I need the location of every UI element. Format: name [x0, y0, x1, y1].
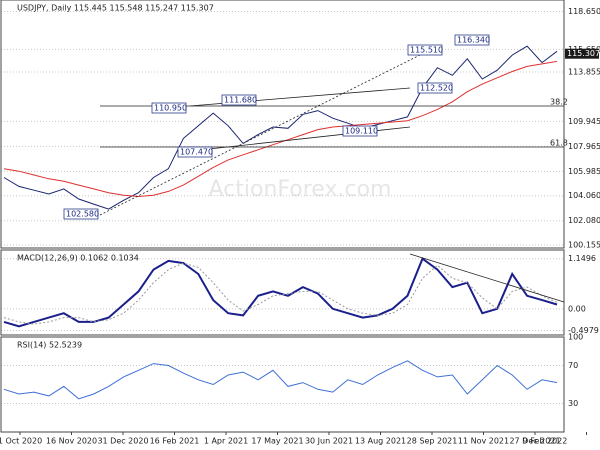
y-tick-label: 104.060: [568, 191, 600, 200]
x-tick-label: 27 Dec 2021: [509, 437, 560, 446]
x-tick-label: 1 Oct 2020: [0, 437, 42, 446]
annotation-label: 116.340: [457, 36, 490, 45]
annotation-label: 111.680: [224, 96, 257, 105]
y-tick-label: 100.155: [568, 241, 600, 250]
annotation-label: 102.580: [66, 210, 99, 219]
y-tick-label: 102.080: [568, 216, 600, 225]
annotation-label: 110.950: [154, 104, 187, 113]
panel-frame: [0, 0, 565, 249]
annotation-box: [63, 208, 99, 220]
watermark: ActionForex.com: [209, 177, 392, 202]
annotation-label: 115.510: [410, 46, 443, 55]
panel-title: USDJPY, Daily 115.445 115.548 115.247 11…: [17, 4, 214, 13]
annotation-box: [151, 102, 187, 114]
x-tick-label: 9 Feb 2022: [523, 437, 568, 446]
y-tick-label: 1.1496: [568, 254, 596, 263]
fib-label: 38.2: [550, 98, 568, 107]
trendline: [99, 44, 441, 216]
annotation-box: [417, 82, 453, 94]
y-tick-label: 30: [568, 399, 578, 408]
last-price-label: 115.307: [567, 49, 600, 58]
annotation-box: [221, 94, 257, 106]
x-tick-label: 16 Feb 2021: [150, 437, 200, 446]
x-tick-label: 16 Nov 2020: [46, 437, 97, 446]
x-tick-label: 30 Jun 2021: [305, 437, 353, 446]
y-tick-label: 100: [568, 333, 583, 342]
panel-frame: [0, 336, 565, 433]
series-line: [3, 262, 558, 325]
x-tick-label: 28 Sep 2021: [407, 437, 458, 446]
y-tick-label: 109.945: [568, 117, 600, 126]
trendline: [409, 253, 565, 303]
y-tick-label: 113.855: [568, 68, 600, 77]
x-tick-label: 31 Dec 2020: [97, 437, 148, 446]
annotation-label: 109.110: [345, 127, 378, 136]
last-price-box: [565, 48, 599, 59]
y-tick-label: 107.965: [568, 142, 600, 151]
y-tick-label: 0.00: [568, 304, 586, 313]
x-tick-label: 13 Aug 2021: [355, 437, 406, 446]
annotation-box: [454, 34, 490, 46]
series-line: [3, 360, 558, 400]
series-line: [3, 257, 558, 328]
series-line: [3, 45, 558, 210]
annotation-label: 107.470: [180, 148, 213, 157]
y-tick-label: 118.650: [568, 7, 600, 16]
panel-title: MACD(12,26,9) 0.1062 0.1034: [17, 254, 139, 263]
series-line: [3, 60, 558, 198]
fib-label: 61.8: [550, 139, 568, 148]
y-tick-label: 105.985: [568, 167, 600, 176]
annotation-box: [407, 44, 443, 56]
annotation-box: [342, 125, 378, 137]
y-tick-label: -0.4979: [568, 326, 599, 335]
x-tick-label: 1 Apr 2021: [204, 437, 248, 446]
y-tick-label: 70: [568, 361, 578, 370]
x-tick-label: 17 May 2021: [251, 437, 303, 446]
panel-title: RSI(14) 52.5239: [17, 341, 82, 350]
annotation-box: [177, 146, 213, 158]
panel-frame: [0, 249, 565, 336]
x-tick-label: 11 Nov 2021: [458, 437, 509, 446]
annotation-label: 112.520: [420, 84, 453, 93]
